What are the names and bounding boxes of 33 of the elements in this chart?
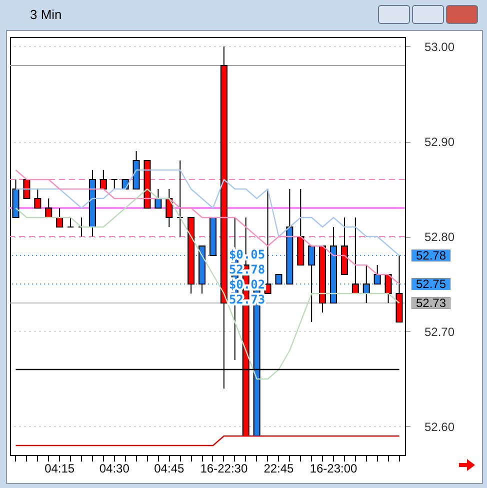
y-tick-label: 52.70 (424, 325, 455, 339)
x-tick-label: 04:30 (99, 462, 130, 476)
x-tick-label: 16-23:00 (310, 462, 358, 476)
candlestick (176, 160, 184, 237)
x-tick-label: 04:45 (154, 462, 184, 476)
candlestick (110, 179, 118, 190)
candlestick (34, 188, 42, 208)
candlestick (362, 264, 370, 304)
y-tick-label: 52.80 (424, 230, 455, 244)
x-tick-label: 16-22:30 (200, 462, 248, 476)
candlestick (56, 208, 64, 228)
y-tick-label: 52.60 (424, 420, 455, 434)
ref-line-label: 52.78 (416, 248, 446, 262)
y-tick-label: 53.00 (424, 40, 455, 54)
candlestick (45, 198, 52, 218)
candlestick (308, 246, 316, 322)
x-tick-label: 22:45 (264, 462, 294, 476)
candlestick (67, 217, 74, 228)
candlestick (384, 274, 392, 304)
candlestick (275, 274, 282, 284)
chart-title: 3 Min (30, 7, 62, 22)
candlestick (352, 217, 359, 294)
annotation: 52.73 (228, 292, 266, 306)
y-tick-label: 52.90 (424, 135, 455, 149)
candlestick (23, 179, 30, 199)
annotation: $0.02 (228, 277, 266, 292)
ref-line-label: 52.73 (416, 296, 446, 310)
candlestick (374, 264, 381, 284)
candlestick (154, 188, 162, 208)
candlestick (166, 188, 173, 228)
x-tick-label: 04:15 (44, 462, 75, 476)
ref-line-label: 52.75 (416, 277, 446, 291)
candlestick (100, 170, 107, 190)
